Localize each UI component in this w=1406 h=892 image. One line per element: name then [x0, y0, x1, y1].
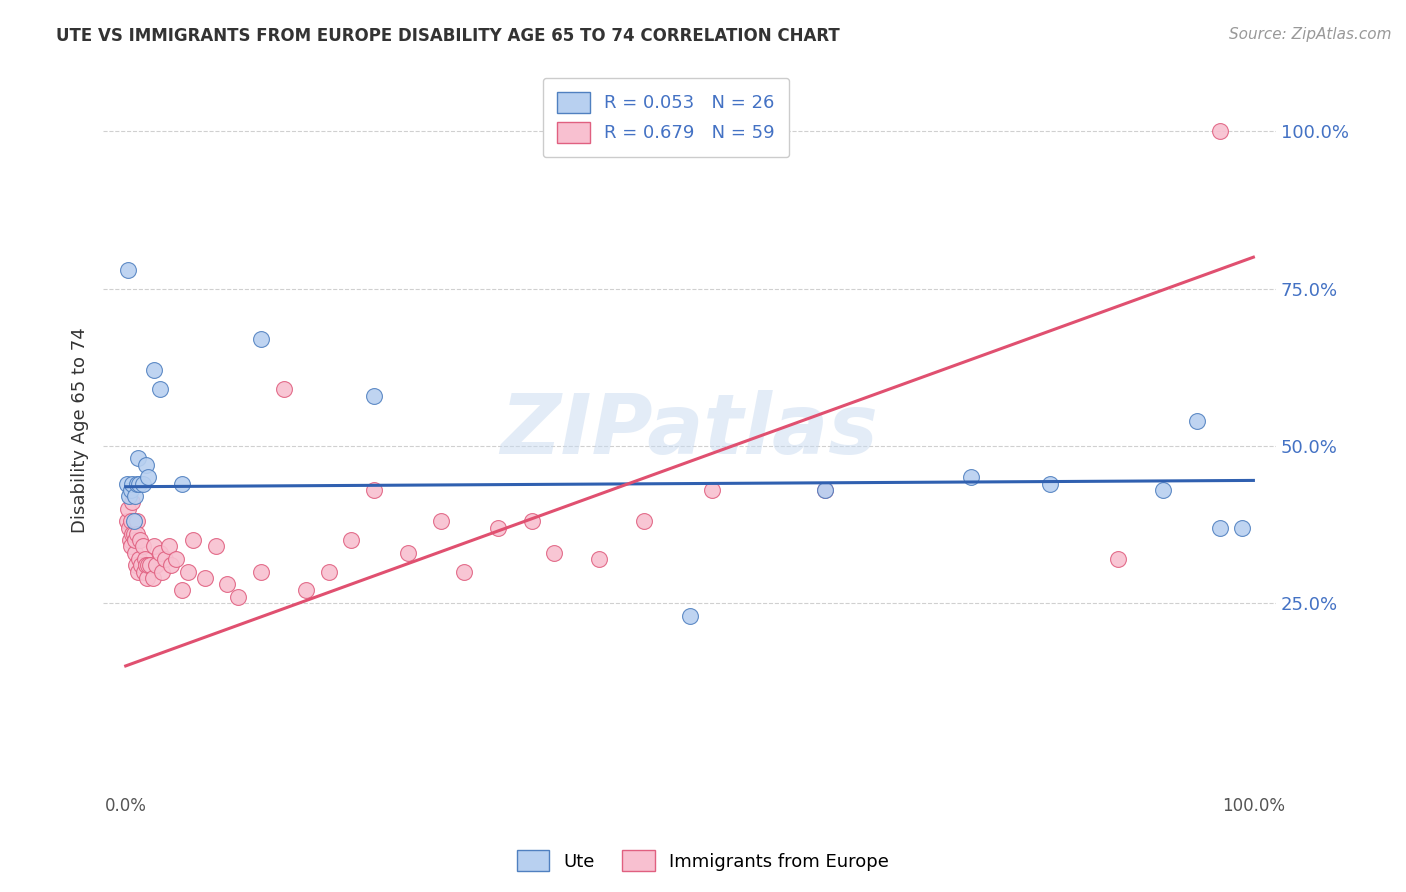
Point: [117, 501, 139, 516]
Point: [136, 470, 159, 484]
Point: [131, 476, 153, 491]
Point: [136, 558, 159, 573]
Point: [453, 565, 475, 579]
Point: [125, 527, 148, 541]
Point: [430, 514, 453, 528]
Point: [486, 520, 509, 534]
Point: [1107, 552, 1129, 566]
Point: [125, 558, 148, 573]
Point: [139, 558, 162, 573]
Point: [700, 483, 723, 497]
Legend: R = 0.053   N = 26, R = 0.679   N = 59: R = 0.053 N = 26, R = 0.679 N = 59: [543, 78, 789, 157]
Point: [120, 533, 142, 548]
Point: [142, 571, 165, 585]
Point: [1208, 520, 1230, 534]
Point: [543, 546, 565, 560]
Point: [128, 476, 150, 491]
Point: [124, 546, 146, 560]
Point: [165, 552, 187, 566]
Point: [121, 527, 143, 541]
Point: [363, 483, 385, 497]
Point: [125, 476, 148, 491]
Point: [135, 458, 157, 472]
Point: [118, 489, 141, 503]
Point: [121, 476, 143, 491]
Point: [205, 540, 228, 554]
Point: [145, 558, 167, 573]
Point: [250, 565, 273, 579]
Point: [588, 552, 610, 566]
Point: [633, 514, 655, 528]
Point: [115, 514, 138, 528]
Point: [142, 363, 165, 377]
Point: [153, 552, 176, 566]
Point: [125, 514, 148, 528]
Point: [295, 583, 318, 598]
Legend: Ute, Immigrants from Europe: Ute, Immigrants from Europe: [509, 843, 897, 879]
Point: [115, 476, 138, 491]
Point: [960, 470, 983, 484]
Point: [124, 533, 146, 548]
Point: [127, 565, 149, 579]
Point: [134, 552, 156, 566]
Point: [124, 489, 146, 503]
Point: [131, 540, 153, 554]
Point: [250, 332, 273, 346]
Point: [142, 540, 165, 554]
Point: [217, 577, 239, 591]
Point: [118, 520, 141, 534]
Point: [1185, 414, 1208, 428]
Point: [396, 546, 419, 560]
Point: [1208, 124, 1230, 138]
Point: [117, 262, 139, 277]
Point: [183, 533, 205, 548]
Point: [135, 558, 157, 573]
Point: [177, 565, 200, 579]
Y-axis label: Disability Age 65 to 74: Disability Age 65 to 74: [72, 327, 89, 533]
Point: [131, 558, 153, 573]
Point: [194, 571, 217, 585]
Point: [121, 495, 143, 509]
Point: [120, 514, 142, 528]
Point: [129, 533, 152, 548]
Point: [318, 565, 340, 579]
Point: [122, 514, 145, 528]
Text: ZIPatlas: ZIPatlas: [501, 390, 879, 471]
Point: [1152, 483, 1174, 497]
Point: [1230, 520, 1253, 534]
Point: [170, 583, 193, 598]
Text: UTE VS IMMIGRANTS FROM EUROPE DISABILITY AGE 65 TO 74 CORRELATION CHART: UTE VS IMMIGRANTS FROM EUROPE DISABILITY…: [56, 27, 839, 45]
Point: [127, 451, 149, 466]
Point: [520, 514, 543, 528]
Point: [159, 558, 181, 573]
Text: Source: ZipAtlas.com: Source: ZipAtlas.com: [1229, 27, 1392, 42]
Point: [120, 483, 142, 497]
Point: [148, 546, 170, 560]
Point: [148, 382, 170, 396]
Point: [340, 533, 363, 548]
Point: [157, 540, 180, 554]
Point: [1039, 476, 1062, 491]
Point: [128, 552, 150, 566]
Point: [273, 382, 295, 396]
Point: [122, 527, 145, 541]
Point: [678, 608, 700, 623]
Point: [363, 388, 385, 402]
Point: [814, 483, 837, 497]
Point: [132, 565, 155, 579]
Point: [228, 590, 250, 604]
Point: [136, 571, 159, 585]
Point: [120, 540, 142, 554]
Point: [150, 565, 173, 579]
Point: [170, 476, 193, 491]
Point: [814, 483, 837, 497]
